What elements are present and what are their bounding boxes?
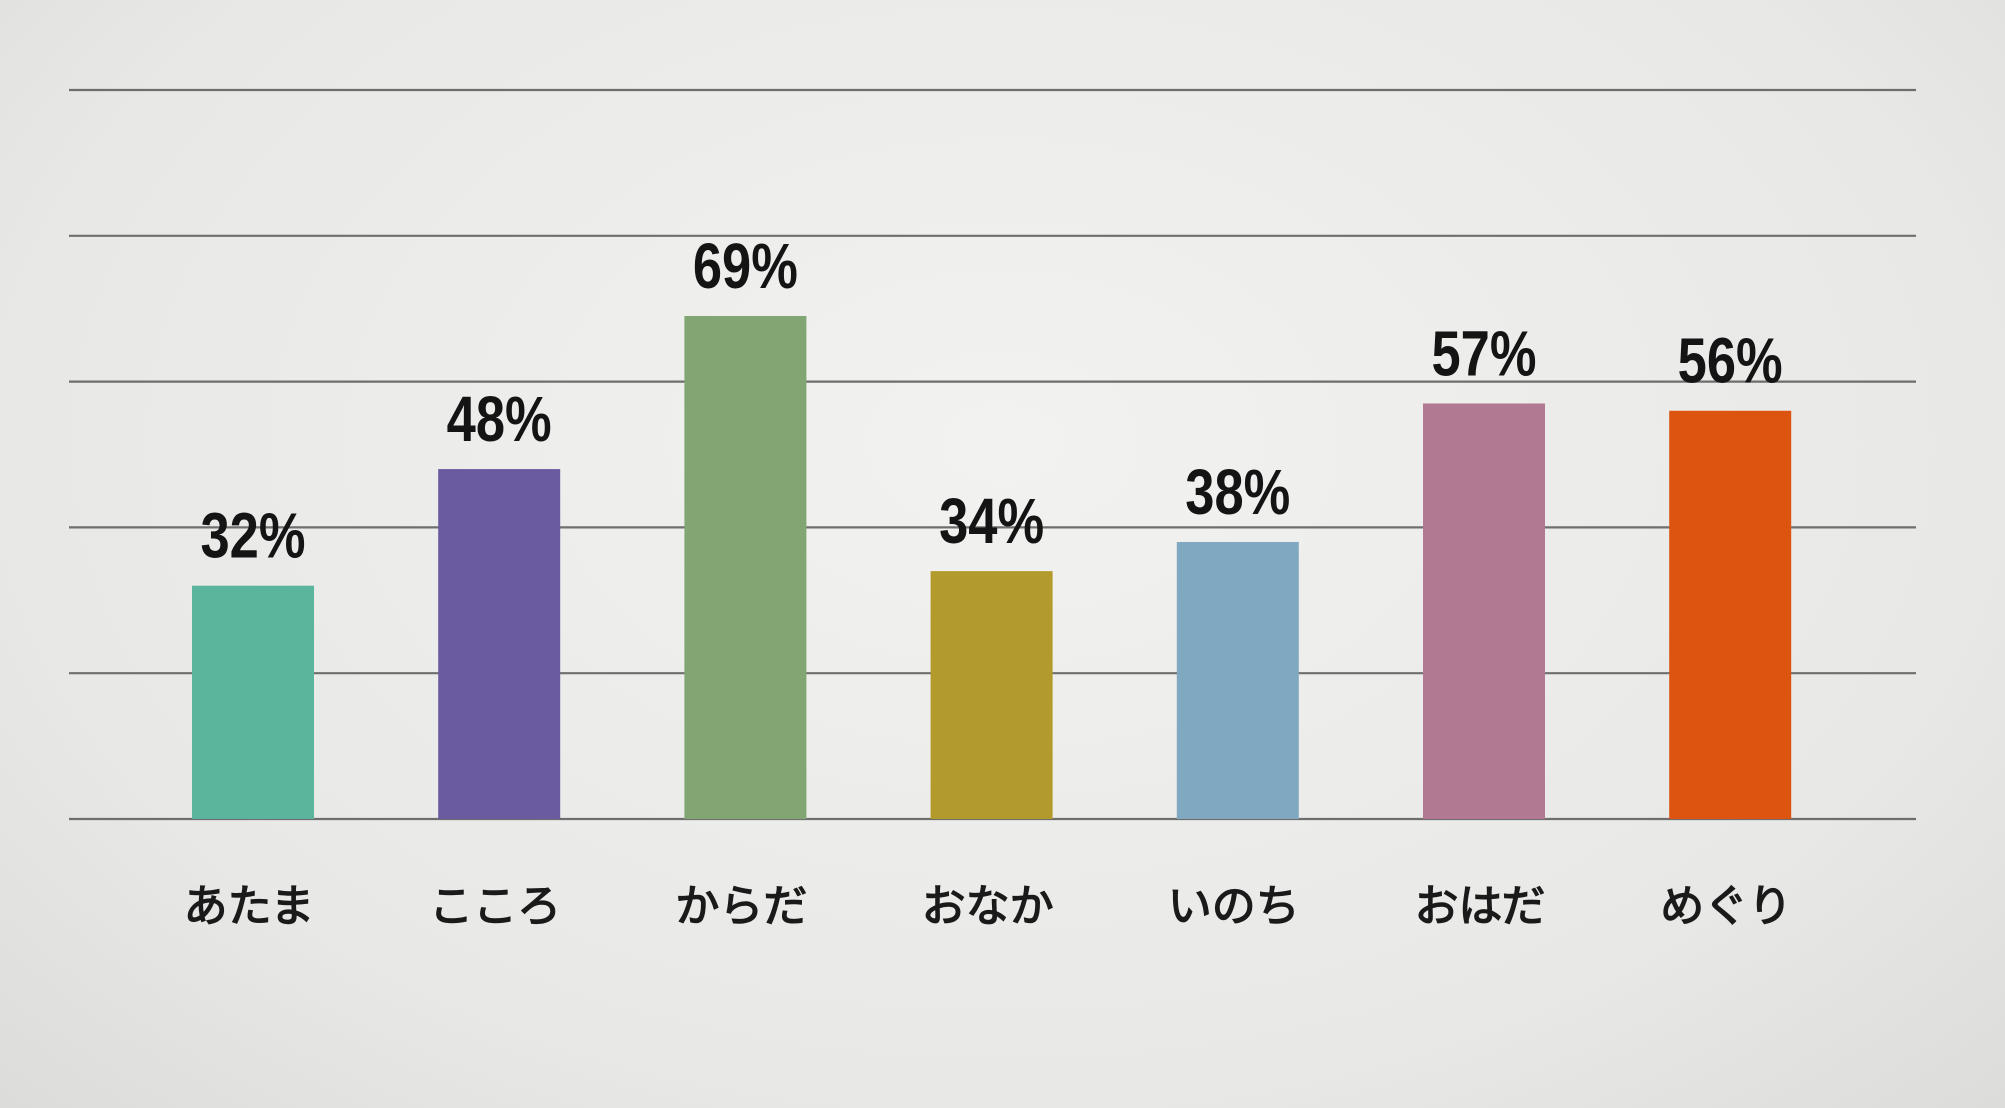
- bar: [1176, 541, 1299, 819]
- category-label: からだ: [675, 881, 807, 932]
- data-label: 57%: [1431, 319, 1536, 390]
- data-label: 38%: [1185, 457, 1290, 528]
- category-label: こころ: [429, 881, 561, 932]
- data-label: 34%: [939, 486, 1044, 557]
- bar: [930, 571, 1053, 819]
- data-label: 48%: [447, 384, 552, 455]
- bar: [438, 469, 561, 819]
- data-label: 32%: [200, 501, 305, 572]
- data-label: 56%: [1678, 326, 1783, 397]
- category-label: おなか: [922, 881, 1054, 932]
- category-label: いのち: [1168, 881, 1300, 932]
- bar: [192, 585, 314, 819]
- data-label: 69%: [693, 231, 798, 302]
- bar: [684, 315, 807, 819]
- category-label: おはだ: [1414, 881, 1545, 932]
- bar: [1423, 403, 1545, 819]
- category-label: あたま: [184, 881, 315, 932]
- bar: [1669, 410, 1792, 819]
- category-label: めぐり: [1660, 881, 1792, 932]
